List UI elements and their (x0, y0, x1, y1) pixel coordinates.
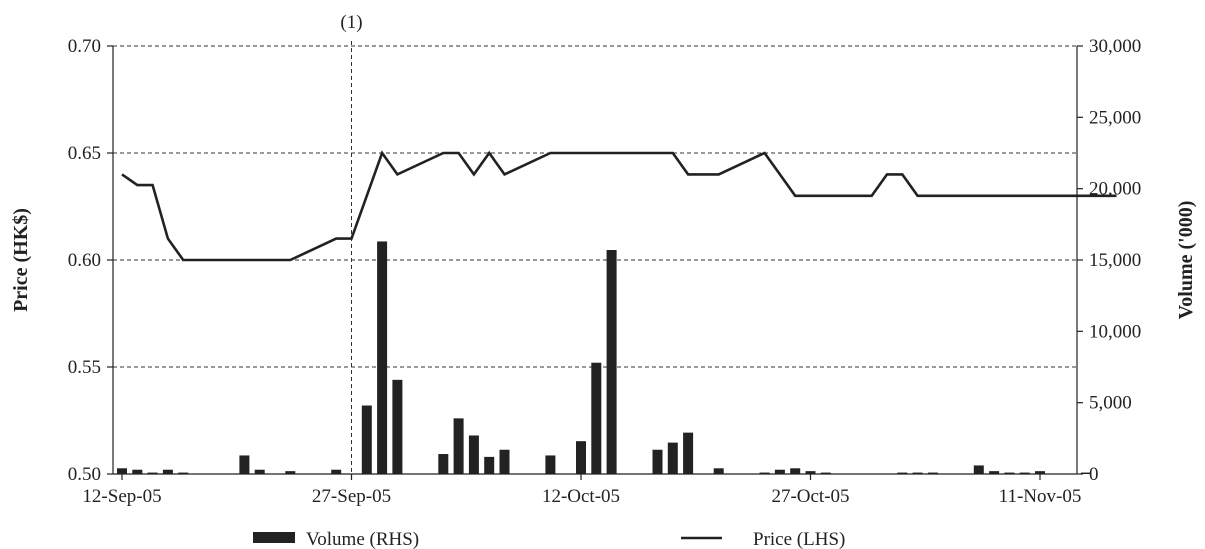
volume-bar (147, 472, 158, 474)
volume-bar (927, 472, 938, 474)
x-tick-label: 12-Oct-05 (542, 486, 620, 507)
right-tick-label: 15,000 (1089, 250, 1141, 271)
right-tick-label: 10,000 (1089, 321, 1141, 342)
volume-bars (117, 241, 1091, 474)
left-axis-title: Price (HK$) (10, 208, 32, 312)
x-tick-label: 27-Sep-05 (312, 486, 391, 507)
volume-bar (790, 468, 801, 474)
volume-bar (545, 455, 556, 474)
volume-bar (820, 472, 831, 474)
right-axis-ticks: 0 5,000 10,000 15,000 20,000 25,000 30,000 (1077, 36, 1141, 485)
volume-bar (254, 469, 265, 474)
volume-bar (805, 471, 816, 474)
volume-bar (576, 441, 586, 474)
left-tick-label: 0.65 (68, 143, 101, 164)
volume-bar (912, 472, 923, 474)
right-tick-label: 30,000 (1089, 36, 1141, 57)
volume-bar (331, 469, 342, 474)
x-tick-label: 12-Sep-05 (82, 486, 161, 507)
volume-bar (774, 469, 785, 474)
volume-bar (1019, 472, 1030, 474)
legend-price-label: Price (LHS) (753, 529, 845, 549)
volume-bar (361, 405, 372, 474)
right-tick-label: 0 (1089, 464, 1099, 485)
volume-bar (468, 435, 479, 474)
left-tick-label: 0.70 (68, 36, 101, 57)
volume-bar (162, 469, 173, 474)
volume-bar (438, 454, 449, 474)
volume-bar (989, 471, 1000, 474)
x-tick-label: 27-Oct-05 (771, 486, 849, 507)
volume-bar (484, 456, 495, 474)
volume-bar (1004, 472, 1015, 474)
volume-bar (683, 432, 694, 474)
volume-bar (606, 250, 617, 474)
volume-bar (1035, 471, 1045, 474)
left-tick-label: 0.60 (68, 250, 101, 271)
gridlines (113, 45, 1077, 368)
volume-bar (392, 379, 403, 474)
left-tick-label: 0.55 (68, 357, 101, 378)
right-tick-label: 20,000 (1089, 179, 1141, 200)
volume-bar (1080, 472, 1091, 474)
x-axis-ticks: 12-Sep-05 27-Sep-05 12-Oct-05 27-Oct-05 11-N… (82, 474, 1081, 507)
legend-volume-swatch (253, 532, 295, 543)
left-axis-ticks: 0.50 0.55 0.60 0.65 0.70 (68, 36, 113, 485)
volume-bar (713, 468, 724, 474)
right-tick-label: 25,000 (1089, 107, 1141, 128)
volume-bar (132, 469, 143, 474)
legend: Volume (RHS) Price (LHS) (253, 529, 845, 549)
volume-bar (117, 468, 127, 474)
volume-bar (667, 442, 678, 474)
volume-bar (759, 472, 770, 474)
left-tick-label: 0.50 (68, 464, 101, 485)
annotation-label: (1) (340, 12, 362, 33)
right-tick-label: 5,000 (1089, 393, 1132, 414)
volume-bar (973, 465, 984, 474)
volume-bar (178, 472, 189, 474)
volume-bar (453, 418, 464, 474)
volume-bar (652, 449, 663, 474)
legend-volume-label: Volume (RHS) (306, 529, 419, 549)
price-line (121, 150, 1117, 262)
volume-bar (377, 241, 388, 474)
right-axis-title: Volume ('000) (1175, 201, 1197, 320)
volume-bar (239, 455, 250, 474)
volume-bar (285, 471, 296, 474)
x-tick-label: 11-Nov-05 (999, 486, 1082, 507)
volume-bar (499, 449, 510, 474)
volume-bar (591, 362, 602, 474)
volume-bar (897, 472, 908, 474)
